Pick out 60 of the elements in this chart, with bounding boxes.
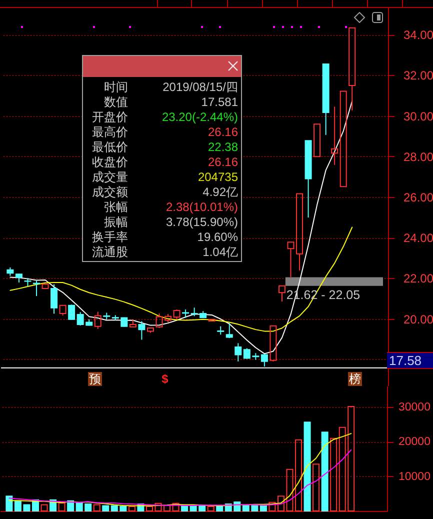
annotation: 最高价 bbox=[91, 125, 128, 140]
annotation: 数值 bbox=[103, 95, 128, 110]
annotation: 预 bbox=[88, 372, 102, 386]
annotation: 2.38(10.01%) bbox=[166, 200, 238, 215]
candlestick bbox=[138, 320, 146, 340]
bar bbox=[304, 422, 311, 512]
annotation: 204735 bbox=[198, 170, 238, 185]
bar bbox=[268, 502, 276, 512]
y-tick-label: 30000 bbox=[398, 401, 430, 414]
y-tick-label: 30.00 bbox=[404, 109, 433, 124]
bar bbox=[330, 438, 338, 512]
annotation: 榜 bbox=[348, 372, 362, 386]
annotation: 4.92亿 bbox=[202, 185, 238, 200]
bar bbox=[128, 506, 136, 512]
annotation: 2019/08/15/四 bbox=[162, 80, 238, 95]
annotation: 3.78(15.90%) bbox=[166, 215, 238, 230]
bar bbox=[6, 496, 13, 512]
annotation: 换手率 bbox=[91, 230, 128, 245]
y-tick-label: 28.00 bbox=[404, 150, 433, 164]
annotation: 23.20(-2.44%) bbox=[162, 110, 238, 125]
y-tick-label: 34.00 bbox=[404, 28, 433, 42]
y-tick-label: 20.00 bbox=[404, 312, 433, 326]
bar bbox=[295, 439, 302, 512]
y-tick-label: 24.00 bbox=[404, 231, 433, 246]
bar bbox=[40, 504, 48, 512]
annotation: 26.16 bbox=[208, 155, 238, 170]
candlestick bbox=[24, 278, 32, 287]
y-tick-label: 22.00 bbox=[404, 272, 433, 286]
annotation: 开盘价 bbox=[91, 110, 128, 125]
annotation: 流通股 bbox=[91, 245, 128, 260]
y-tick-label: 32.00 bbox=[404, 68, 433, 83]
annotation: $ bbox=[160, 372, 170, 386]
candlestick bbox=[331, 106, 338, 166]
y-tick-label: 10000 bbox=[398, 470, 430, 483]
y-tick-label: 26.00 bbox=[404, 190, 433, 205]
bar bbox=[312, 464, 320, 512]
annotation: 最低价 bbox=[91, 140, 128, 155]
annotation: 22.38 bbox=[208, 140, 238, 155]
line-series bbox=[8, 449, 352, 506]
annotation: 1.04亿 bbox=[202, 245, 238, 260]
bar bbox=[260, 504, 267, 512]
annotation: 收盘价 bbox=[91, 155, 128, 170]
bar bbox=[102, 505, 110, 512]
annotation: 成交额 bbox=[91, 185, 128, 200]
y-tick-label: 20000 bbox=[398, 436, 430, 448]
annotation: 时间 bbox=[103, 80, 128, 95]
annotation: 17.581 bbox=[201, 95, 238, 110]
bar bbox=[207, 506, 214, 512]
annotation: 26.16 bbox=[208, 125, 238, 140]
candlestick bbox=[234, 342, 242, 362]
bar bbox=[58, 502, 66, 512]
bar bbox=[172, 502, 180, 512]
ref-line-label: 17.58 bbox=[387, 352, 433, 369]
bar bbox=[321, 432, 328, 512]
annotation: 张幅 bbox=[103, 200, 128, 215]
line-series bbox=[8, 433, 352, 506]
bar bbox=[93, 504, 100, 512]
annotation: 19.60% bbox=[197, 230, 238, 245]
annotation: 振幅 bbox=[103, 215, 128, 230]
annotation: 成交量 bbox=[91, 170, 128, 185]
